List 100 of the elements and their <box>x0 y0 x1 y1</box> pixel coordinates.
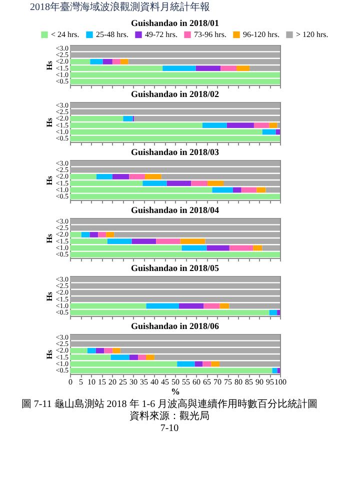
bar <box>81 232 90 238</box>
x-tick-label: 20 <box>108 378 116 386</box>
bar <box>262 129 276 135</box>
x-tick-label: 15 <box>98 378 106 386</box>
x-tick-label: 10 <box>88 378 96 386</box>
bar <box>106 232 114 238</box>
bar <box>277 368 280 374</box>
chart-title: Guishandao in 2018/05 <box>130 262 220 273</box>
bar <box>202 122 227 128</box>
chart-title: Guishandao in 2018/06 <box>130 320 220 331</box>
bar <box>220 66 237 72</box>
bar <box>178 303 204 309</box>
bar <box>166 180 192 186</box>
bar <box>112 58 120 64</box>
x-axis-title: % <box>171 386 180 396</box>
x-tick-label: 70 <box>214 378 222 386</box>
bar <box>104 348 113 354</box>
x-tick-label: 75 <box>224 378 232 386</box>
bar <box>277 310 280 316</box>
chart-title: Guishandao in 2018/04 <box>130 204 220 215</box>
bar <box>98 232 106 238</box>
legend-label: 96-120 hrs. <box>243 30 280 39</box>
text: 7-10 <box>159 423 180 435</box>
bar <box>182 245 207 251</box>
x-tick-label: 35 <box>140 378 148 386</box>
bar <box>144 174 162 180</box>
bar <box>256 187 266 193</box>
x-tick-label: 80 <box>234 378 242 386</box>
bar <box>206 245 230 251</box>
bar <box>112 174 130 180</box>
legend-label: < 24 hrs. <box>51 30 80 39</box>
legend-label: 73-96 hrs. <box>194 30 226 39</box>
x-tick-label: 95 <box>266 378 274 386</box>
bar <box>107 238 132 244</box>
source-note: 資料來源：觀光局 <box>128 411 210 423</box>
bar <box>272 368 278 374</box>
chart-title: Guishandao in 2018/03 <box>130 146 220 157</box>
bar <box>129 354 138 360</box>
bar <box>204 303 220 309</box>
bar <box>211 361 220 367</box>
bar <box>129 174 145 180</box>
bar <box>90 58 103 64</box>
x-tick-label: 65 <box>203 378 211 386</box>
x-tick-label: 90 <box>256 378 264 386</box>
bar <box>96 174 112 180</box>
bar <box>132 238 156 244</box>
bar <box>146 354 154 360</box>
y-axis-title: Hs <box>44 118 54 128</box>
x-tick-label: 30 <box>130 378 138 386</box>
x-tick-label: 55 <box>182 378 190 386</box>
x-tick-label: 45 <box>161 378 169 386</box>
bar <box>232 187 242 193</box>
bar <box>208 180 224 186</box>
x-tick-label: 50 <box>172 378 180 386</box>
bar <box>212 187 233 193</box>
bar <box>254 122 270 128</box>
bar <box>229 245 254 251</box>
bar <box>142 180 167 186</box>
bar <box>102 58 112 64</box>
x-tick-label: 5 <box>79 378 83 386</box>
bar <box>269 122 278 128</box>
bar <box>269 310 278 316</box>
legend-label: 25-48 hrs. <box>96 30 128 39</box>
y-axis-title: Hs <box>44 234 54 244</box>
y-axis-title: Hs <box>44 60 54 70</box>
bar <box>177 361 195 367</box>
x-tick-label: 60 <box>192 378 200 386</box>
bar <box>196 66 221 72</box>
caption: 圖 7-11 龜山島測站 2018 年 1-6 月波高與連續作用時數百分比統計圖 <box>20 399 319 410</box>
bar <box>236 66 250 72</box>
y-axis-title: Hs <box>44 350 54 360</box>
legend-label: > 120 hrs. <box>296 30 328 39</box>
bar <box>123 116 133 122</box>
legend-label: 49-72 hrs. <box>145 30 178 39</box>
bar <box>202 361 212 367</box>
bar <box>90 232 98 238</box>
bar <box>112 348 120 354</box>
y-axis-title: Hs <box>44 292 54 302</box>
bar <box>180 238 206 244</box>
bar <box>226 122 254 128</box>
x-tick-label: 25 <box>119 378 127 386</box>
bar <box>120 58 128 64</box>
chart-title: Guishandao in 2018/02 <box>130 88 220 99</box>
bar <box>146 303 179 309</box>
text: 2018年臺灣海域波浪觀測資料月統計年報 <box>30 2 211 14</box>
bar <box>276 129 280 135</box>
y-axis-title: Hs <box>44 176 54 186</box>
bar <box>110 354 130 360</box>
x-tick-label: 40 <box>150 378 158 386</box>
bar <box>156 238 180 244</box>
bar <box>162 66 196 72</box>
chart-title: Guishandao in 2018/01 <box>130 18 220 28</box>
bar <box>194 361 203 367</box>
bar <box>241 187 257 193</box>
bar <box>220 303 230 309</box>
x-tick-label: 85 <box>245 378 253 386</box>
bar <box>191 180 208 186</box>
x-tick-label: 0 <box>68 378 72 386</box>
bar <box>87 348 96 354</box>
x-tick-label: 100 <box>274 378 286 386</box>
